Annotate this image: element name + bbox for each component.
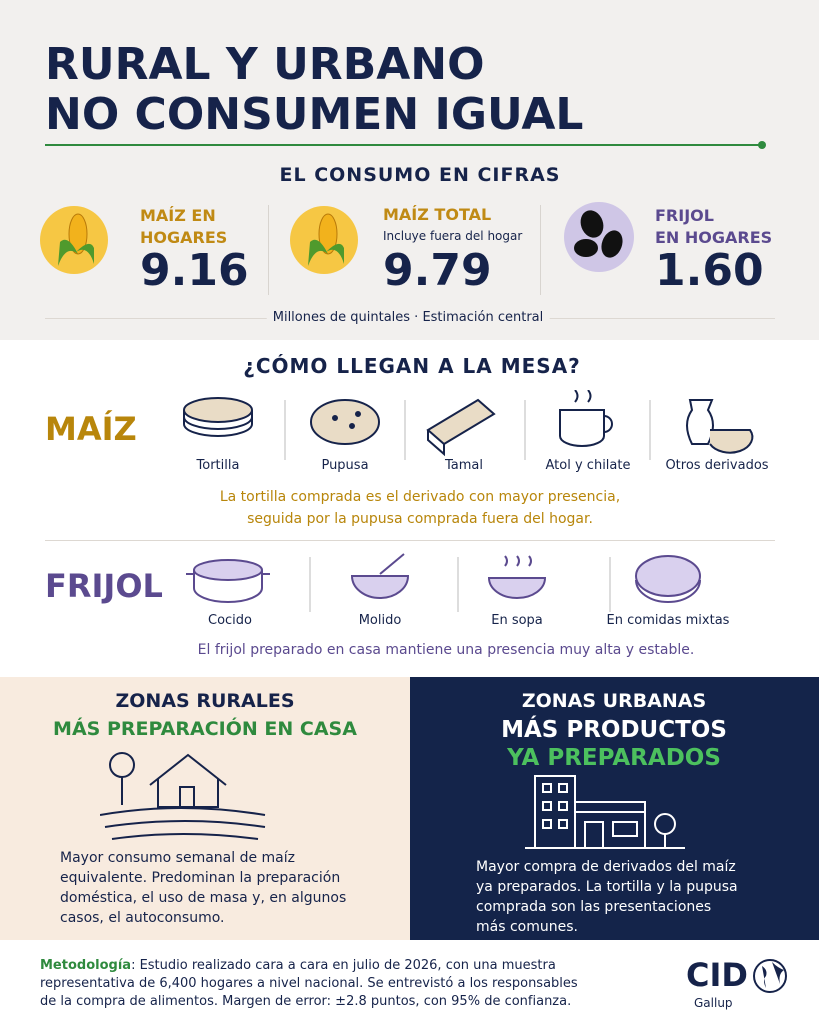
- zone-highlight: YA PREPARADOS: [507, 745, 721, 771]
- method-label: Metodología: [40, 958, 132, 973]
- label-line: EN HOGARES: [655, 228, 773, 247]
- section-heading: EL CONSUMO EN CIFRAS: [279, 164, 561, 186]
- title-line: RURAL Y URBANO: [45, 39, 485, 90]
- item-label: Pupusa: [321, 458, 369, 473]
- text-line: doméstica, el uso de masa y, en algunos: [60, 890, 347, 906]
- label-line: HOGARES: [140, 228, 228, 247]
- figure-label: MAÍZ EN HOGARES: [140, 205, 227, 249]
- building-icon: [525, 775, 685, 849]
- house-icon: [100, 752, 266, 840]
- method-line: de la compra de alimentos. Margen de err…: [40, 994, 572, 1009]
- note-line: La tortilla comprada es el derivado con …: [219, 489, 621, 505]
- zone-heading: ZONAS URBANAS: [521, 690, 707, 712]
- units-note: Millones de quintales · Estimación centr…: [266, 310, 550, 325]
- figure-value: 9.79: [383, 245, 492, 296]
- item-label: Tortilla: [196, 458, 240, 473]
- item-label: Cocido: [208, 613, 252, 628]
- figure-sublabel: Incluye fuera del hogar: [383, 229, 523, 243]
- zone-heading: ZONAS RURALES: [115, 690, 295, 712]
- group-note: La tortilla comprada es el derivado con …: [220, 486, 620, 530]
- figure-label: FRIJOL EN HOGARES: [655, 205, 772, 249]
- text-line: casos, el autoconsumo.: [60, 910, 225, 926]
- group-label: FRIJOL: [45, 567, 163, 605]
- item-label: Otros derivados: [665, 458, 769, 473]
- divider: [540, 205, 541, 295]
- item-label: En comidas mixtas: [606, 613, 730, 628]
- zone-text: Mayor compra de derivados del maíz ya pr…: [476, 857, 738, 937]
- zone-heading: MÁS PRODUCTOS: [501, 717, 727, 743]
- top-panel: [0, 0, 819, 340]
- frijol-icons: [186, 553, 701, 612]
- text-line: Mayor consumo semanal de maíz: [60, 850, 295, 866]
- label-line: FRIJOL: [655, 206, 714, 225]
- item-label: Tamal: [445, 458, 483, 473]
- methodology: Metodología: Estudio realizado cara a ca…: [40, 957, 578, 1011]
- figure-value: 9.16: [140, 245, 249, 296]
- text-line: ya preparados. La tortilla y la pupusa: [476, 879, 738, 895]
- section-heading: ¿CÓMO LLEGAN A LA MESA?: [243, 354, 581, 378]
- item-label: En sopa: [491, 613, 543, 628]
- bean-icon: [564, 202, 634, 272]
- title-line: NO CONSUMEN IGUAL: [45, 89, 584, 140]
- corn-icon: [290, 206, 358, 274]
- zone-text: Mayor consumo semanal de maíz equivalent…: [60, 848, 346, 928]
- title-rule: [45, 141, 766, 149]
- globe-icon: [753, 959, 787, 993]
- rule: [45, 540, 775, 541]
- group-note: El frijol preparado en casa mantiene una…: [197, 642, 695, 658]
- method-line: Metodología: Estudio realizado cara a ca…: [40, 957, 578, 975]
- text-line: Mayor compra de derivados del maíz: [476, 859, 736, 875]
- urban-panel: [410, 677, 819, 940]
- label-line: MAÍZ EN: [140, 206, 216, 225]
- method-line: representativa de 6,400 hogares a nivel …: [40, 976, 578, 991]
- corn-icon: [40, 206, 108, 274]
- text-line: más comunes.: [476, 919, 578, 935]
- logo: CID: [686, 956, 748, 994]
- text-line: equivalente. Predominan la preparación: [60, 870, 341, 886]
- zone-subheading: MÁS PREPARACIÓN EN CASA: [53, 718, 357, 740]
- group-label: MAÍZ: [45, 410, 137, 448]
- note-line: seguida por la pupusa comprada fuera del…: [247, 511, 593, 527]
- title: RURAL Y URBANO NO CONSUMEN IGUAL: [45, 40, 583, 140]
- maiz-icons: [183, 390, 754, 460]
- item-label: Molido: [358, 613, 402, 628]
- text-line: comprada son las presentaciones: [476, 899, 712, 915]
- figure-label: MAÍZ TOTAL: [383, 205, 492, 224]
- logo-sub: Gallup: [694, 996, 733, 1010]
- item-label: Atol y chilate: [545, 458, 631, 473]
- figure-value: 1.60: [655, 245, 764, 296]
- divider: [268, 205, 269, 295]
- method-text: : Estudio realizado cara a cara en julio…: [131, 958, 556, 973]
